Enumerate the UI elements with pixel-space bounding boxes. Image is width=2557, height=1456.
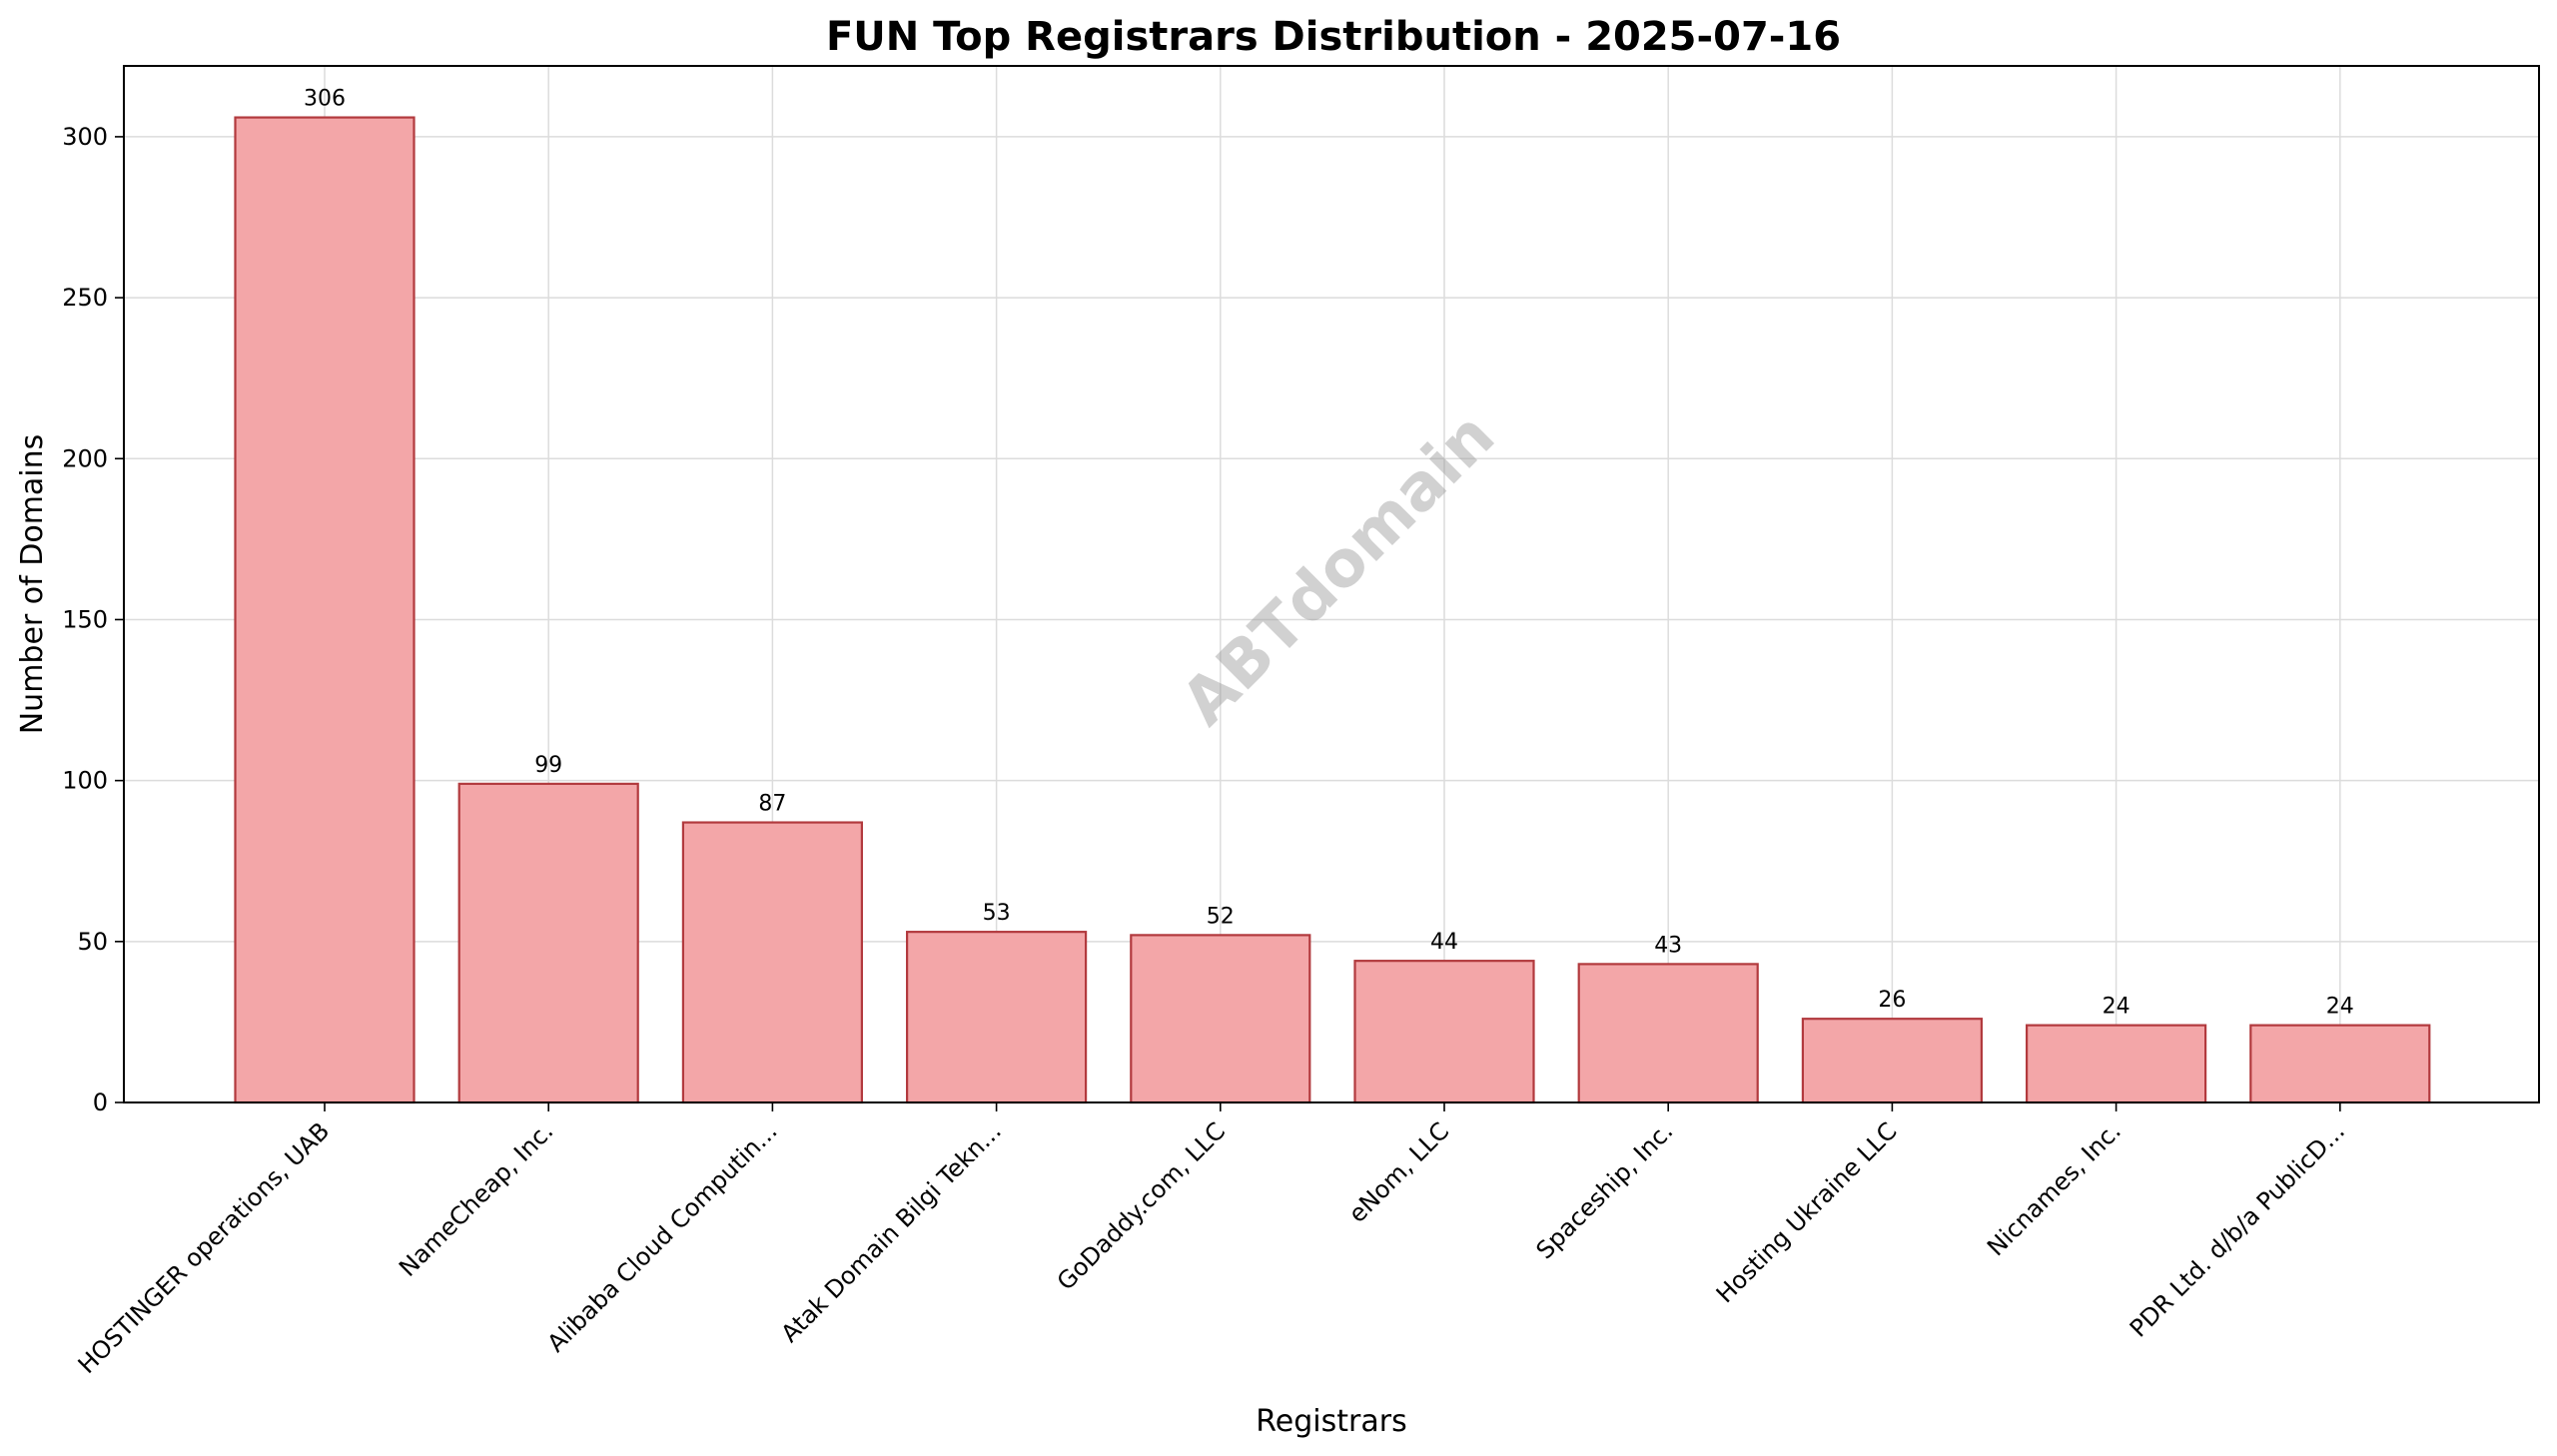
bar bbox=[905, 931, 1088, 1104]
y-tick-label: 0 bbox=[93, 1089, 108, 1116]
y-tick-label: 250 bbox=[62, 284, 108, 312]
x-tick-label: eNom, LLC bbox=[1343, 1116, 1454, 1227]
bar bbox=[234, 116, 416, 1104]
x-tick-label: GoDaddy.com, LLC bbox=[1052, 1116, 1231, 1295]
bar-value-label: 43 bbox=[1654, 933, 1682, 958]
bar-value-label: 44 bbox=[1430, 930, 1458, 955]
bar-value-label: 99 bbox=[534, 753, 562, 778]
x-tick-label: Spaceship, Inc. bbox=[1531, 1116, 1679, 1264]
bar bbox=[1353, 960, 1535, 1104]
bar bbox=[457, 782, 639, 1104]
plot-frame bbox=[123, 65, 2540, 1103]
y-tick-label: 200 bbox=[62, 444, 108, 472]
chart-title: FUN Top Registrars Distribution - 2025-0… bbox=[826, 14, 1841, 60]
bar-value-label: 24 bbox=[2326, 995, 2354, 1020]
y-axis-label: Number of Domains bbox=[15, 434, 50, 735]
x-tick-label: NameCheap, Inc. bbox=[394, 1116, 558, 1281]
x-tick-label: Atak Domain Bilgi Tekn... bbox=[776, 1116, 1007, 1347]
bar-value-label: 53 bbox=[983, 901, 1011, 926]
watermark: ABTdomain bbox=[1168, 398, 1509, 740]
x-tick-label: Hosting Ukraine LLC bbox=[1711, 1116, 1903, 1308]
bar-value-label: 26 bbox=[1878, 988, 1906, 1013]
gridlines bbox=[124, 66, 2539, 1103]
bar bbox=[1130, 934, 1311, 1104]
x-tick-label: HOSTINGER operations, UAB bbox=[73, 1116, 336, 1379]
bar bbox=[2025, 1024, 2207, 1104]
x-axis-label: Registrars bbox=[1256, 1404, 1406, 1439]
y-tick-label: 50 bbox=[77, 928, 108, 956]
x-tick-label: Nicnames, Inc. bbox=[1982, 1116, 2127, 1261]
x-tick-label: Alibaba Cloud Computin... bbox=[542, 1116, 783, 1357]
y-tick-label: 150 bbox=[62, 605, 108, 633]
bar-value-label: 24 bbox=[2103, 995, 2131, 1020]
y-tick-label: 300 bbox=[62, 123, 108, 151]
x-tick-label: PDR Ltd. d/b/a PublicD... bbox=[2125, 1116, 2350, 1342]
bar-value-label: 87 bbox=[758, 792, 786, 817]
bars: 306 99 87 53 52 44 43 26 24 24 bbox=[234, 87, 2431, 1104]
y-tick-label: 100 bbox=[62, 767, 108, 795]
bar-value-label: 306 bbox=[304, 87, 346, 112]
bar bbox=[1801, 1018, 1984, 1104]
bar bbox=[2249, 1024, 2431, 1104]
bar bbox=[681, 821, 864, 1104]
bar-value-label: 52 bbox=[1207, 904, 1235, 929]
bar bbox=[1577, 963, 1759, 1104]
